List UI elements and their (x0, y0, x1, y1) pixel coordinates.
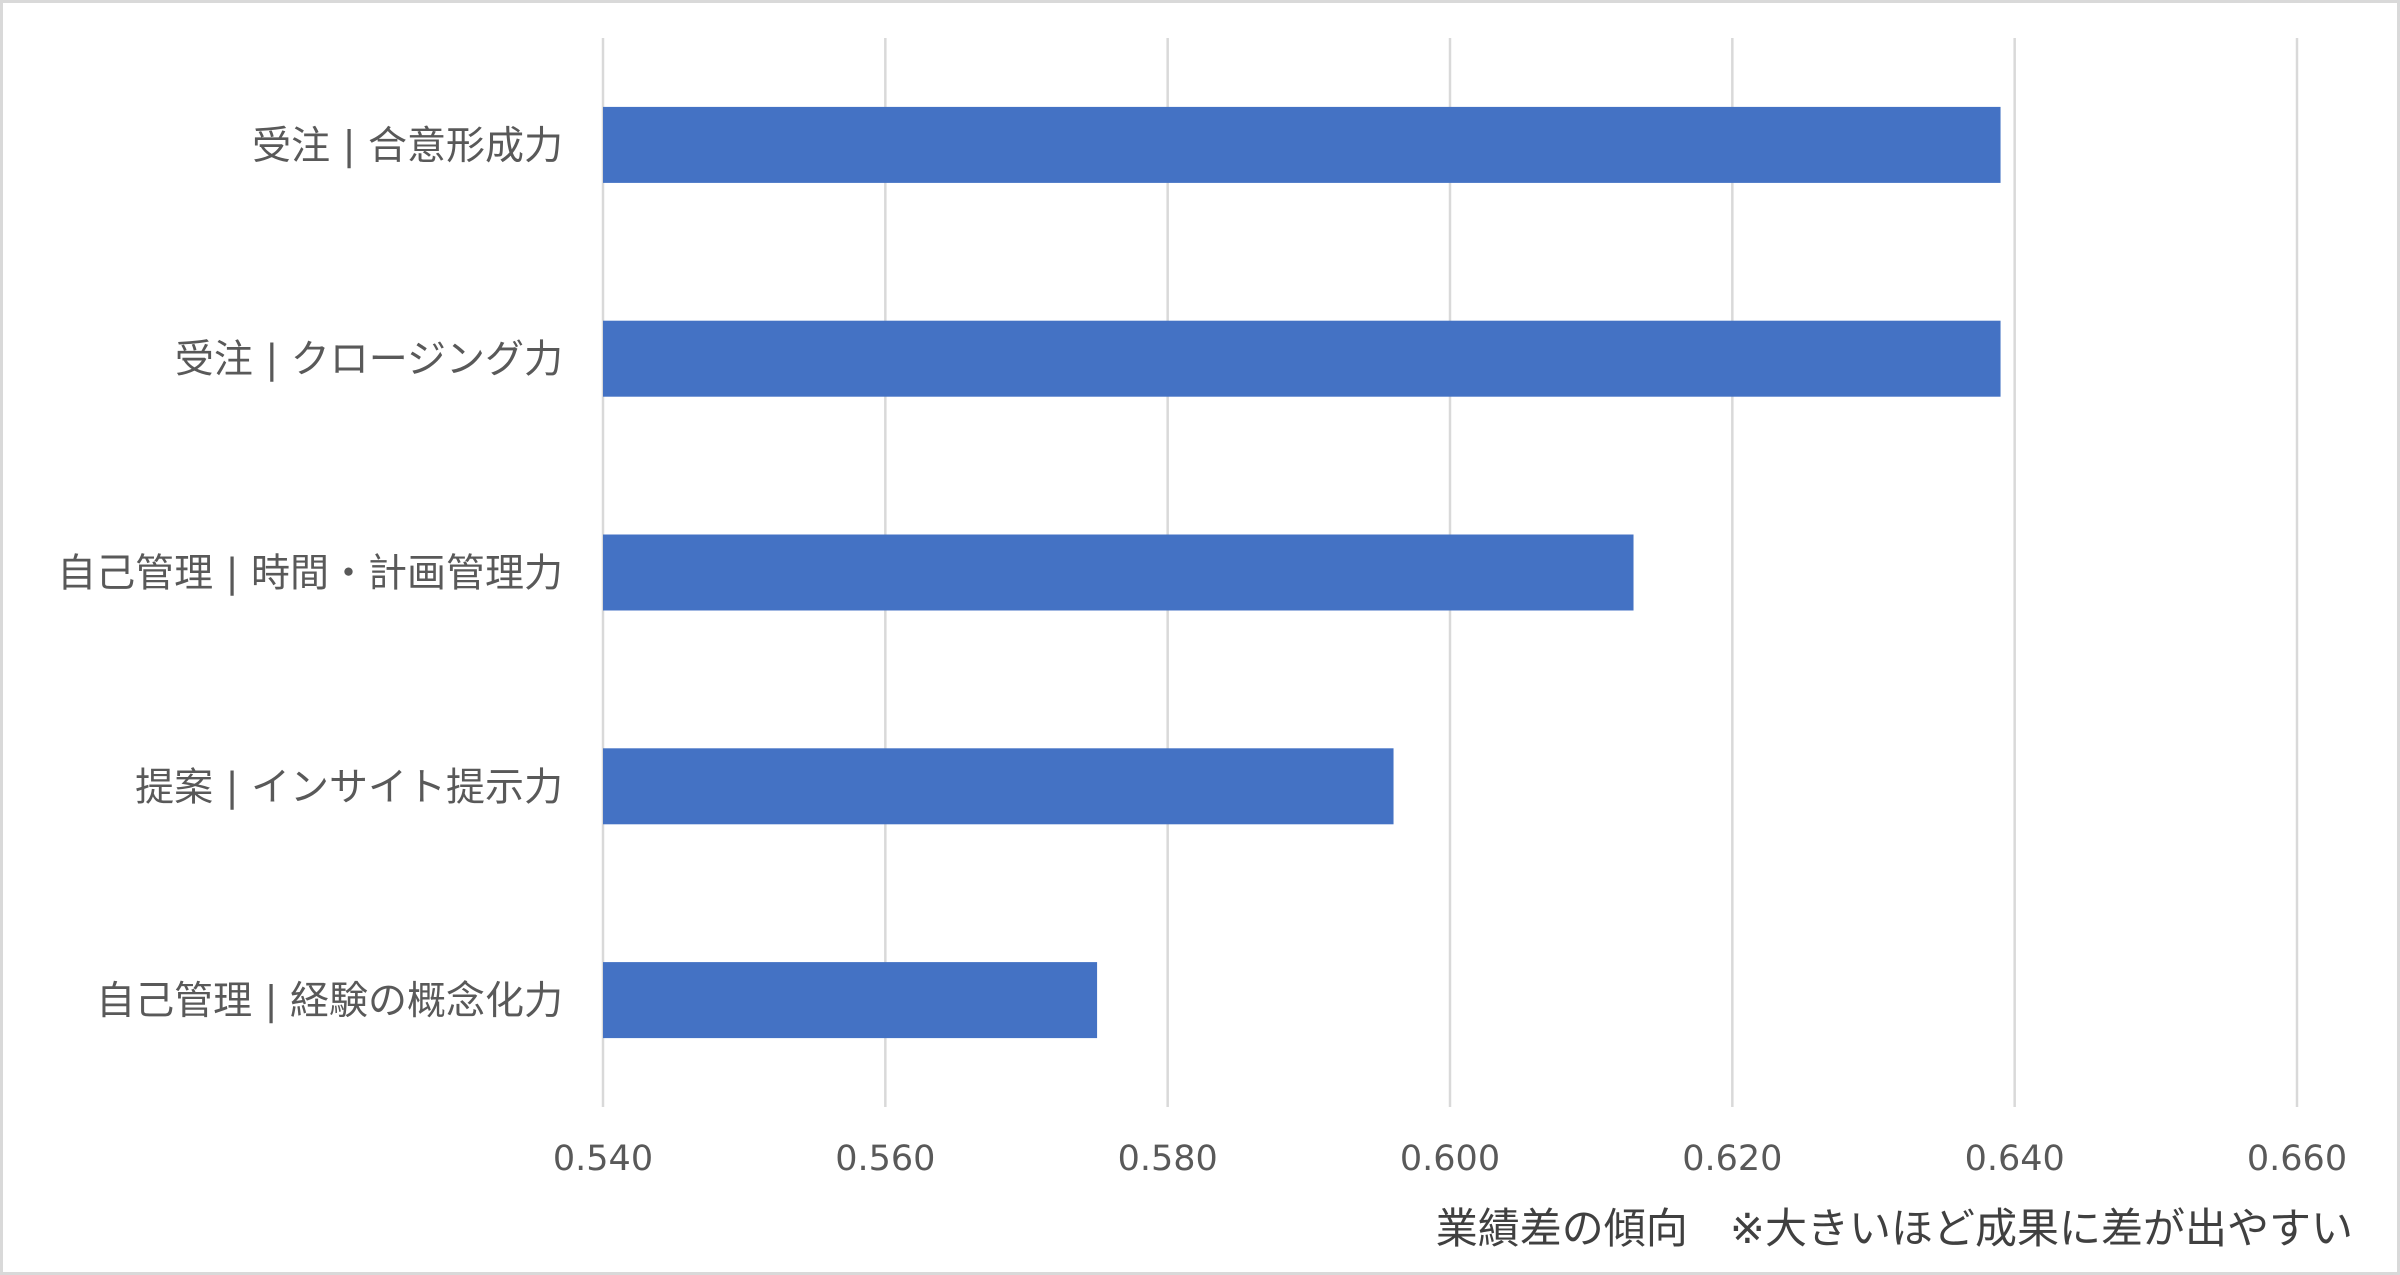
bar (603, 962, 1098, 1039)
x-tick-label: 0.600 (1400, 1139, 1500, 1179)
category-label: 受注 | クロージング力 (175, 338, 563, 383)
x-tick-label: 0.540 (553, 1139, 653, 1179)
x-tick-label: 0.620 (1682, 1139, 1782, 1179)
x-tick-labels: 0.540 0.560 0.580 0.600 0.620 0.640 0.660 (553, 1139, 2347, 1179)
bar (603, 534, 1634, 611)
x-tick-label: 0.660 (2247, 1139, 2347, 1179)
category-label: 受注 | 合意形成力 (252, 124, 563, 169)
bar (603, 320, 2001, 397)
category-label: 提案 | インサイト提示力 (135, 765, 563, 810)
x-tick-label: 0.640 (1965, 1139, 2065, 1179)
x-tick-label: 0.580 (1118, 1139, 1218, 1179)
bar (603, 106, 2001, 183)
bars (603, 106, 2001, 1039)
x-tick-label: 0.560 (835, 1139, 935, 1179)
category-label: 自己管理 | 時間・計画管理力 (57, 552, 563, 597)
x-axis-title: 業績差の傾向 ※大きいほど成果に差が出やすい (1436, 1204, 2353, 1253)
bar (603, 748, 1394, 825)
category-label: 自己管理 | 経験の概念化力 (96, 979, 563, 1024)
